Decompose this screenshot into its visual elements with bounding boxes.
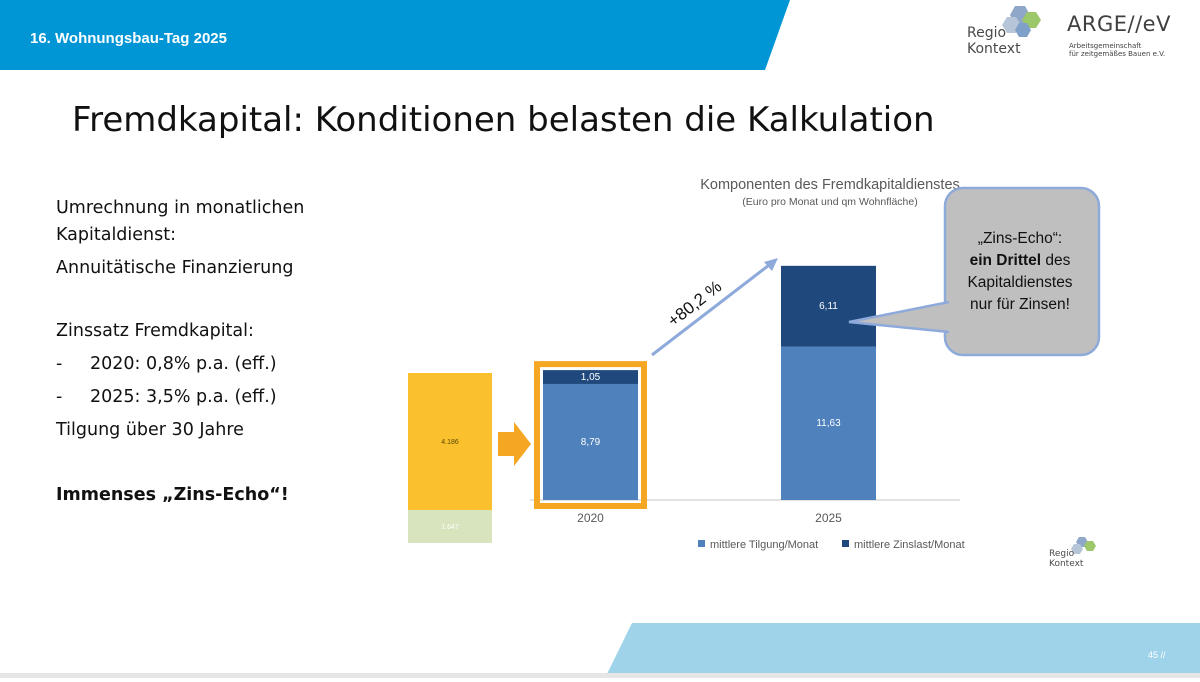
page-title: Fremdkapital: Konditionen belasten die K… bbox=[72, 100, 935, 140]
callout-text: „Zins-Echo“: ein Drittel des Kapitaldien… bbox=[945, 228, 1095, 316]
callout-line-4: nur für Zinsen! bbox=[970, 296, 1070, 313]
legend-label-1: mittlere Tilgung/Monat bbox=[710, 539, 818, 551]
event-title: 16. Wohnungsbau-Tag 2025 bbox=[30, 30, 227, 47]
bar-2025-series-2 bbox=[781, 265, 876, 347]
bullet-2020-rate: 2020: 0,8% p.a. (eff.) bbox=[90, 354, 277, 374]
side-bar-lower-label: 1.647 bbox=[441, 524, 459, 531]
page-number: 45 // bbox=[1148, 650, 1166, 660]
callout-line-2-rest: des bbox=[1041, 252, 1071, 269]
bullet-line-6: - 2025: 3,5% p.a. (eff.) bbox=[56, 387, 277, 407]
small-regio-word: Regio bbox=[1049, 549, 1075, 559]
bullet-line-4: Zinssatz Fremdkapital: bbox=[56, 321, 254, 341]
header-band bbox=[0, 0, 1200, 70]
bullet-2025-rate: 2025: 3,5% p.a. (eff.) bbox=[90, 387, 277, 407]
bullet-zins-echo: Immenses „Zins-Echo“! bbox=[56, 485, 289, 505]
arge-name: ARGE//eV bbox=[1067, 12, 1171, 36]
bullet-line-3: Annuitätische Finanzierung bbox=[56, 258, 294, 278]
legend-label-2: mittlere Zinslast/Monat bbox=[854, 539, 965, 551]
callout-pointer bbox=[848, 300, 950, 334]
chart-title: Komponenten des Fremdkapitaldienstes bbox=[700, 177, 960, 193]
callout-emphasis: ein Drittel bbox=[969, 252, 1042, 269]
footer-band bbox=[0, 620, 1200, 678]
arge-logo: ARGE//eV Arbeitsgemeinschaft für zeitgem… bbox=[1065, 12, 1195, 62]
legend-swatch-2 bbox=[842, 540, 849, 547]
side-bar-lower bbox=[408, 510, 492, 543]
bar-label-2025-series-2: 6,11 bbox=[819, 301, 838, 312]
chart-subtitle: (Euro pro Monat und qm Wohnfläche) bbox=[742, 196, 917, 208]
bar-label-2025-series-1: 11,63 bbox=[816, 418, 841, 429]
bullet-dash: - bbox=[56, 354, 63, 374]
arge-sub-2: für zeitgemäßes Bauen e.V. bbox=[1069, 50, 1166, 58]
growth-arrow-line bbox=[651, 260, 774, 357]
transition-arrow bbox=[498, 422, 531, 466]
small-kontext-word: Kontext bbox=[1049, 559, 1084, 569]
side-bar-upper bbox=[408, 373, 492, 510]
x-tick-2025: 2025 bbox=[815, 511, 842, 525]
chart-svg: Komponenten des Fremdkapitaldienstes (Eur… bbox=[408, 177, 965, 551]
bar-2025-series-1 bbox=[781, 346, 876, 500]
zins-echo-callout bbox=[940, 185, 1105, 360]
kontext-word: Kontext bbox=[967, 41, 1021, 57]
legend-swatch-1 bbox=[698, 540, 705, 547]
arge-sub-1: Arbeitsgemeinschaft bbox=[1069, 42, 1142, 50]
growth-arrow-head bbox=[764, 258, 778, 271]
bullet-line-1: Umrechnung in monatlichen bbox=[56, 198, 305, 218]
highlight-frame-2020 bbox=[534, 361, 647, 509]
stacked-bar-chart: Komponenten des Fremdkapitaldienstes (Eur… bbox=[380, 170, 980, 560]
callout-line-1: „Zins-Echo“: bbox=[977, 230, 1063, 247]
bullet-line-5: - 2020: 0,8% p.a. (eff.) bbox=[56, 354, 277, 374]
bullet-line-2: Kapitaldienst: bbox=[56, 225, 177, 245]
x-tick-2020: 2020 bbox=[577, 511, 604, 525]
side-bar-upper-label: 4.186 bbox=[441, 439, 459, 446]
bullet-dash: - bbox=[56, 387, 63, 407]
regio-word: Regio bbox=[967, 25, 1007, 41]
bar-2020-series-1 bbox=[543, 383, 638, 500]
bar-2020-series-2 bbox=[543, 370, 638, 384]
bullet-line-7: Tilgung über 30 Jahre bbox=[56, 420, 244, 440]
regio-kontext-logo: Regio Kontext bbox=[965, 3, 1055, 61]
regio-kontext-small-logo: Regio Kontext bbox=[1045, 535, 1105, 575]
callout-line-2: ein Drittel des bbox=[945, 250, 1095, 272]
bar-label-2020-series-2: 1,05 bbox=[581, 372, 601, 383]
bar-label-2020-series-1: 8,79 bbox=[581, 437, 601, 448]
callout-line-3: Kapitaldienstes bbox=[967, 274, 1073, 291]
